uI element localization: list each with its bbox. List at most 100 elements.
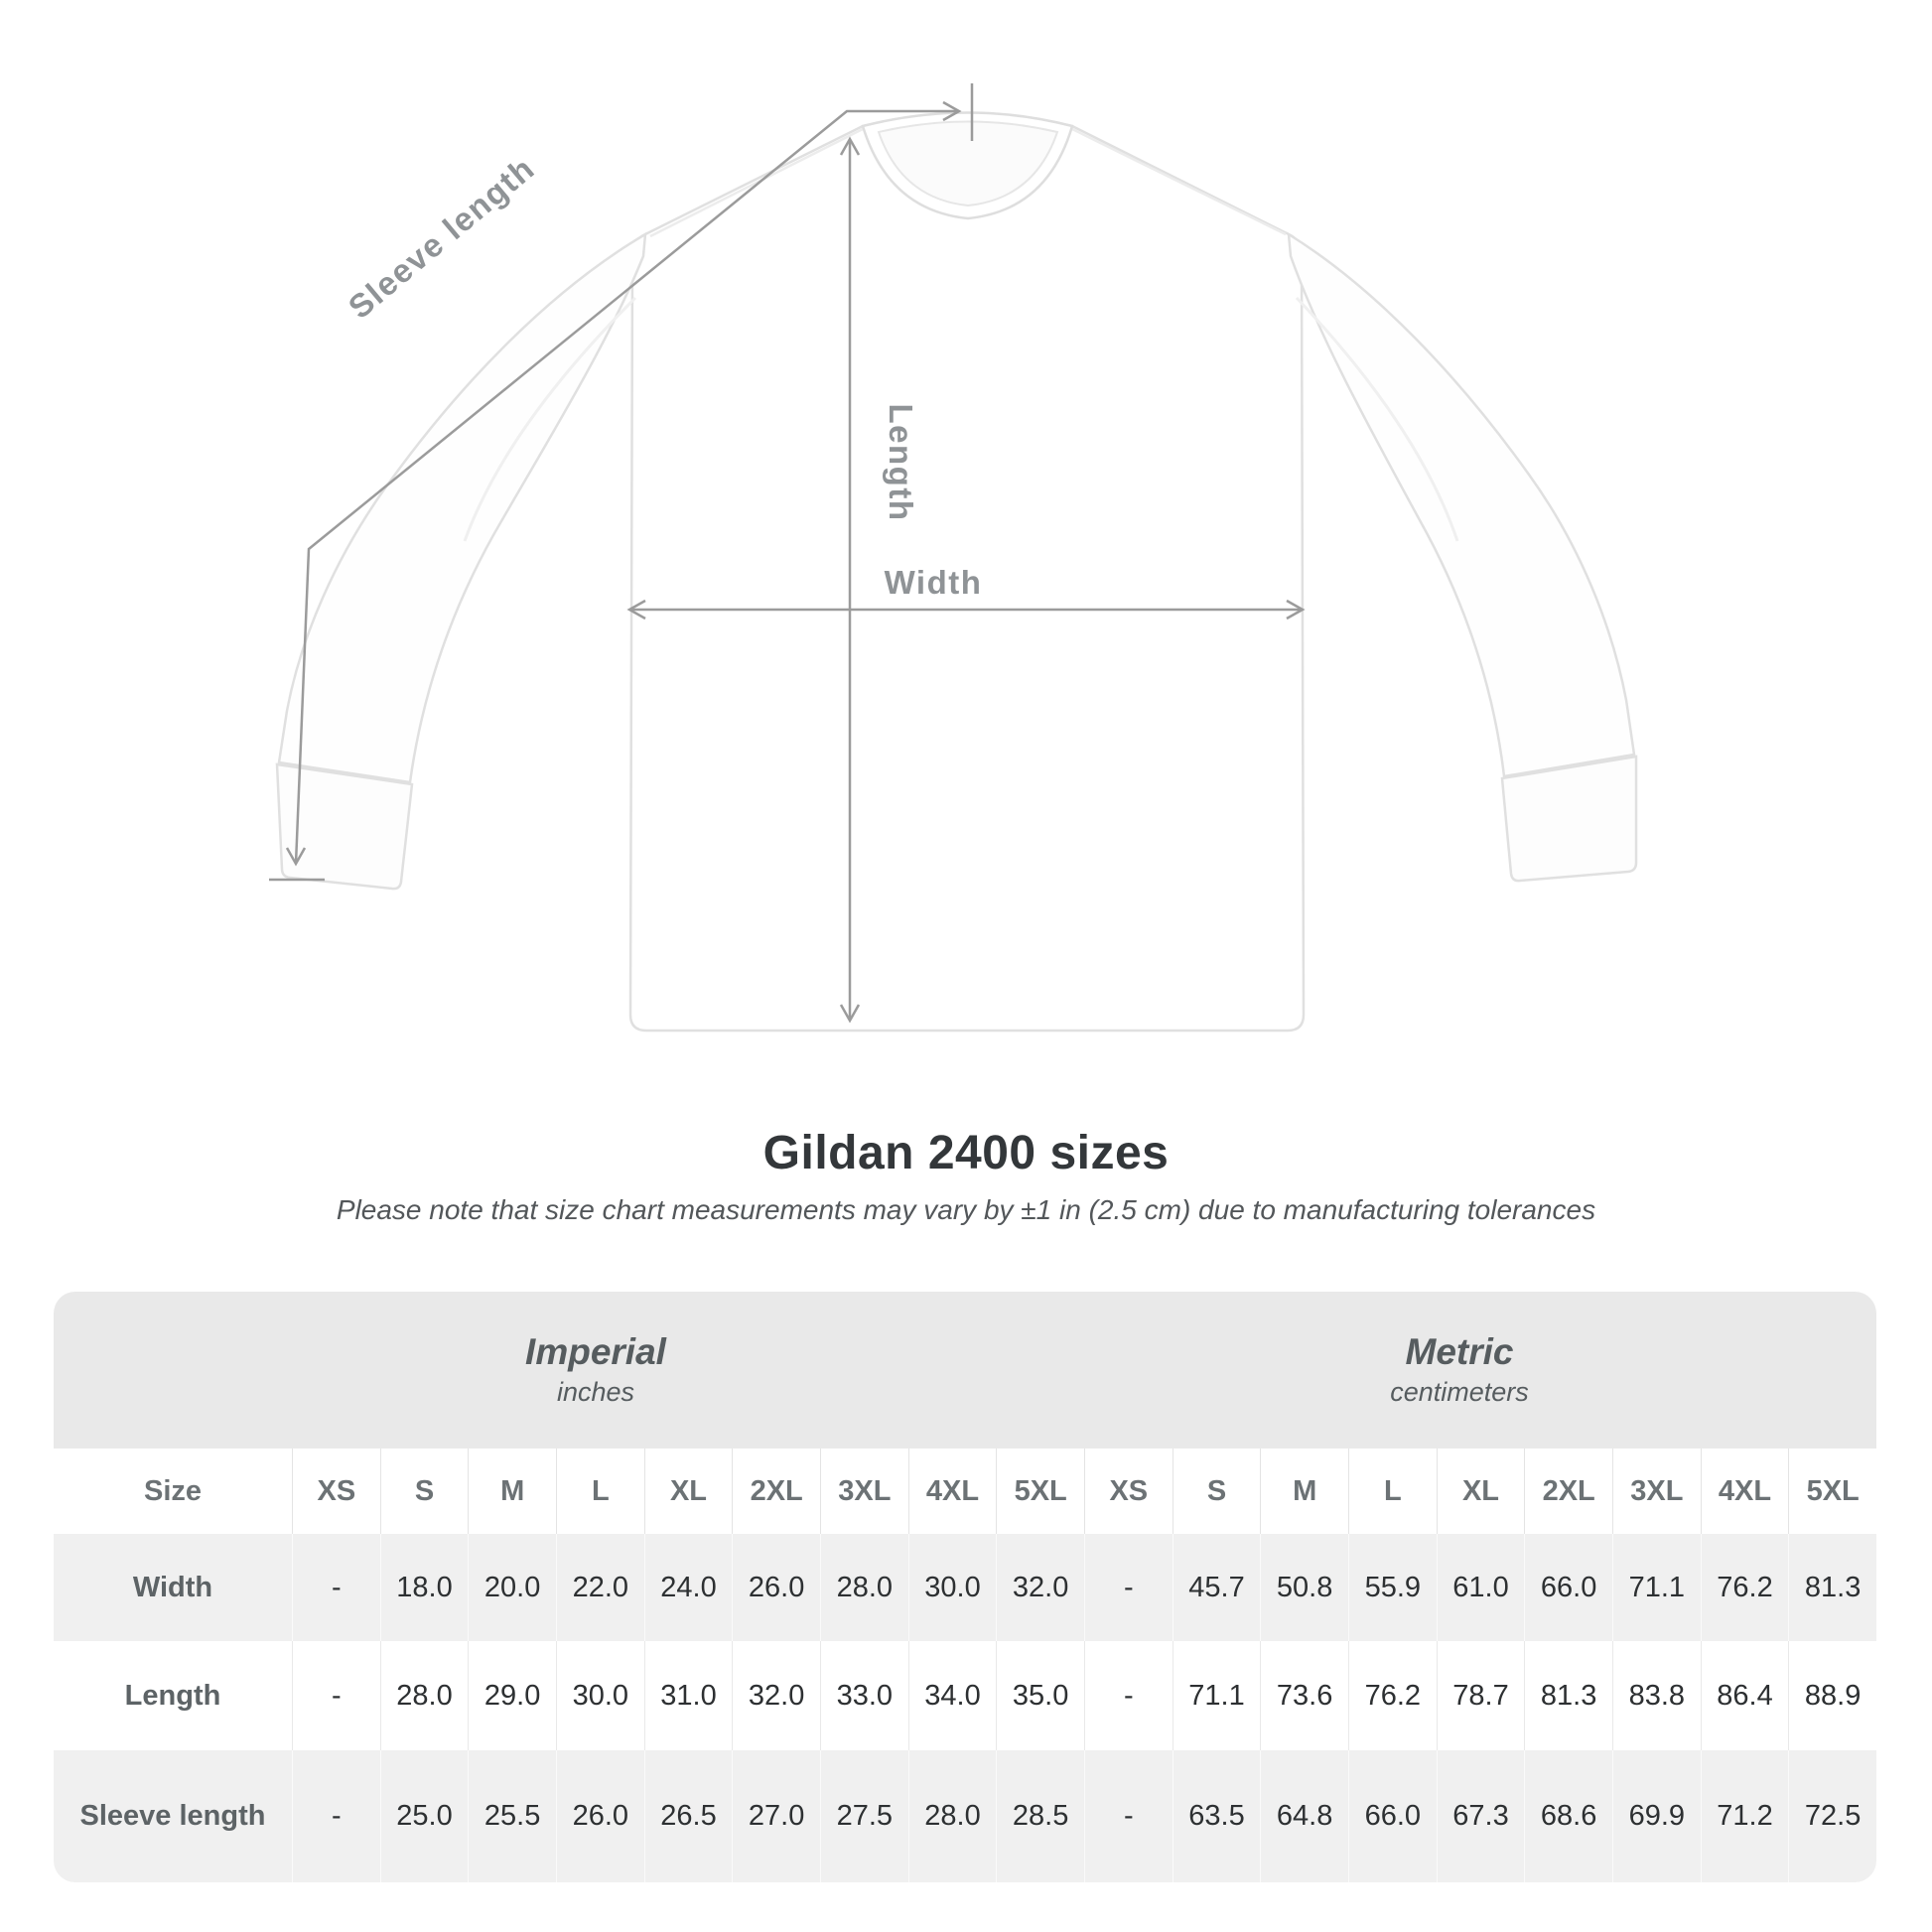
size-column-header: 3XL xyxy=(819,1449,908,1534)
size-column-header: M xyxy=(468,1449,556,1534)
title-block: Gildan 2400 sizes Please note that size … xyxy=(0,1128,1932,1227)
unit-group-label: Metric xyxy=(1405,1331,1514,1372)
table-cell: 18.0 xyxy=(379,1534,469,1641)
table-cell: 66.0 xyxy=(1347,1750,1437,1882)
table-cell: 25.5 xyxy=(468,1750,556,1882)
table-cell: 83.8 xyxy=(1611,1641,1701,1750)
size-column-header: 2XL xyxy=(1524,1449,1612,1534)
shirt-collar-rib xyxy=(877,120,1059,207)
row-label: Width xyxy=(132,1571,213,1603)
size-table: Imperial inches Metric centimeters Size … xyxy=(54,1292,1876,1882)
table-cell: 26.0 xyxy=(555,1750,644,1882)
table-cell: 64.8 xyxy=(1260,1750,1348,1882)
table-cell: 86.4 xyxy=(1700,1641,1789,1750)
table-cell: 30.0 xyxy=(907,1534,997,1641)
unit-header-band: Imperial inches Metric centimeters xyxy=(54,1292,1876,1449)
table-cell: 31.0 xyxy=(643,1641,733,1750)
table-cell: 20.0 xyxy=(468,1534,556,1641)
length-label: Length xyxy=(883,404,919,522)
table-header-row: Size XS S M L XL 2XL 3XL 4XL 5XL XS S M … xyxy=(54,1449,1876,1534)
table-cell: 22.0 xyxy=(555,1534,644,1641)
unit-group-label: Imperial xyxy=(525,1331,666,1372)
table-cell: - xyxy=(1083,1534,1173,1641)
size-column-header: 4XL xyxy=(1700,1449,1789,1534)
table-cell: - xyxy=(292,1641,380,1750)
arrowhead-down-icon xyxy=(285,847,307,867)
table-cell: 67.3 xyxy=(1436,1750,1525,1882)
table-cell: 45.7 xyxy=(1172,1534,1261,1641)
table-cell: 81.3 xyxy=(1788,1534,1876,1641)
shoulder-seam-left xyxy=(649,127,864,238)
table-cell: 28.5 xyxy=(996,1750,1084,1882)
table-cell: - xyxy=(292,1534,380,1641)
table-cell: - xyxy=(1083,1641,1173,1750)
table-cell: 50.8 xyxy=(1260,1534,1348,1641)
size-column-header: 5XL xyxy=(996,1449,1084,1534)
arrowhead-down-icon xyxy=(839,1004,861,1024)
table-cell: 71.2 xyxy=(1700,1750,1789,1882)
table-cell: 81.3 xyxy=(1524,1641,1612,1750)
table-cell: 25.0 xyxy=(379,1750,469,1882)
table-cell: 71.1 xyxy=(1172,1641,1261,1750)
table-cell: 28.0 xyxy=(379,1641,469,1750)
table-cell: 55.9 xyxy=(1347,1534,1437,1641)
table-row-width: Width - 18.0 20.0 22.0 24.0 26.0 28.0 30… xyxy=(54,1534,1876,1641)
table-cell: 71.1 xyxy=(1611,1534,1701,1641)
table-cell: 88.9 xyxy=(1788,1641,1876,1750)
size-column-header: 3XL xyxy=(1611,1449,1701,1534)
table-cell: 61.0 xyxy=(1436,1534,1525,1641)
table-cell: 28.0 xyxy=(819,1534,908,1641)
width-label: Width xyxy=(885,564,983,601)
shirt-left-cuff xyxy=(275,762,414,891)
left-sleeve-crease xyxy=(463,296,637,542)
table-cell: 27.0 xyxy=(732,1750,820,1882)
shirt-left-sleeve xyxy=(277,231,647,784)
shirt-right-cuff xyxy=(1500,755,1638,883)
table-cell: 34.0 xyxy=(907,1641,997,1750)
table-cell: 63.5 xyxy=(1172,1750,1261,1882)
table-cell: 26.5 xyxy=(643,1750,733,1882)
shirt-right-sleeve xyxy=(1287,231,1636,778)
right-sleeve-crease xyxy=(1295,296,1459,542)
unit-group-imperial: Imperial inches xyxy=(54,1292,1072,1449)
table-cell: 73.6 xyxy=(1260,1641,1348,1750)
table-row-length: Length - 28.0 29.0 30.0 31.0 32.0 33.0 3… xyxy=(54,1641,1876,1750)
arrowhead-right-icon xyxy=(1286,599,1306,621)
row-label: Sleeve length xyxy=(79,1800,266,1832)
table-cell: 26.0 xyxy=(732,1534,820,1641)
tolerance-note: Please note that size chart measurements… xyxy=(336,1194,1596,1225)
sleeve-length-label: Sleeve length xyxy=(342,149,542,326)
table-cell: 78.7 xyxy=(1436,1641,1525,1750)
size-column-header: 2XL xyxy=(732,1449,820,1534)
row-label: Length xyxy=(124,1679,221,1712)
column-header-size: Size xyxy=(143,1474,203,1507)
size-column-header: S xyxy=(379,1449,469,1534)
table-cell: - xyxy=(292,1750,380,1882)
size-column-header: 4XL xyxy=(907,1449,997,1534)
arrowhead-right-icon xyxy=(942,100,962,122)
size-column-header: XL xyxy=(1436,1449,1525,1534)
table-cell: 76.2 xyxy=(1700,1534,1789,1641)
table-cell: 68.6 xyxy=(1524,1750,1612,1882)
table-cell: 30.0 xyxy=(555,1641,644,1750)
shirt-measurement-diagram: Sleeve length Length Width xyxy=(269,83,1638,1033)
size-column-header: M xyxy=(1260,1449,1348,1534)
table-cell: 66.0 xyxy=(1524,1534,1612,1641)
table-cell: 27.5 xyxy=(819,1750,908,1882)
table-cell: 24.0 xyxy=(643,1534,733,1641)
table-cell: 32.0 xyxy=(732,1641,820,1750)
size-column-header: L xyxy=(1347,1449,1437,1534)
size-column-header: L xyxy=(555,1449,644,1534)
size-column-header: S xyxy=(1172,1449,1261,1534)
size-column-header: XS xyxy=(292,1449,380,1534)
unit-group-sublabel: inches xyxy=(556,1377,635,1407)
page-title: Gildan 2400 sizes xyxy=(762,1127,1170,1179)
size-column-header: 5XL xyxy=(1788,1449,1876,1534)
shoulder-seam-right xyxy=(1071,127,1287,236)
table-cell: - xyxy=(1083,1750,1173,1882)
unit-group-metric: Metric centimeters xyxy=(1072,1292,1876,1449)
arrowhead-up-icon xyxy=(839,136,861,156)
table-cell: 29.0 xyxy=(468,1641,556,1750)
table-cell: 69.9 xyxy=(1611,1750,1701,1882)
